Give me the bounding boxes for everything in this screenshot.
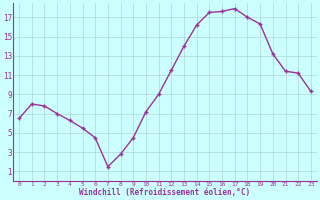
X-axis label: Windchill (Refroidissement éolien,°C): Windchill (Refroidissement éolien,°C) [79, 188, 251, 197]
